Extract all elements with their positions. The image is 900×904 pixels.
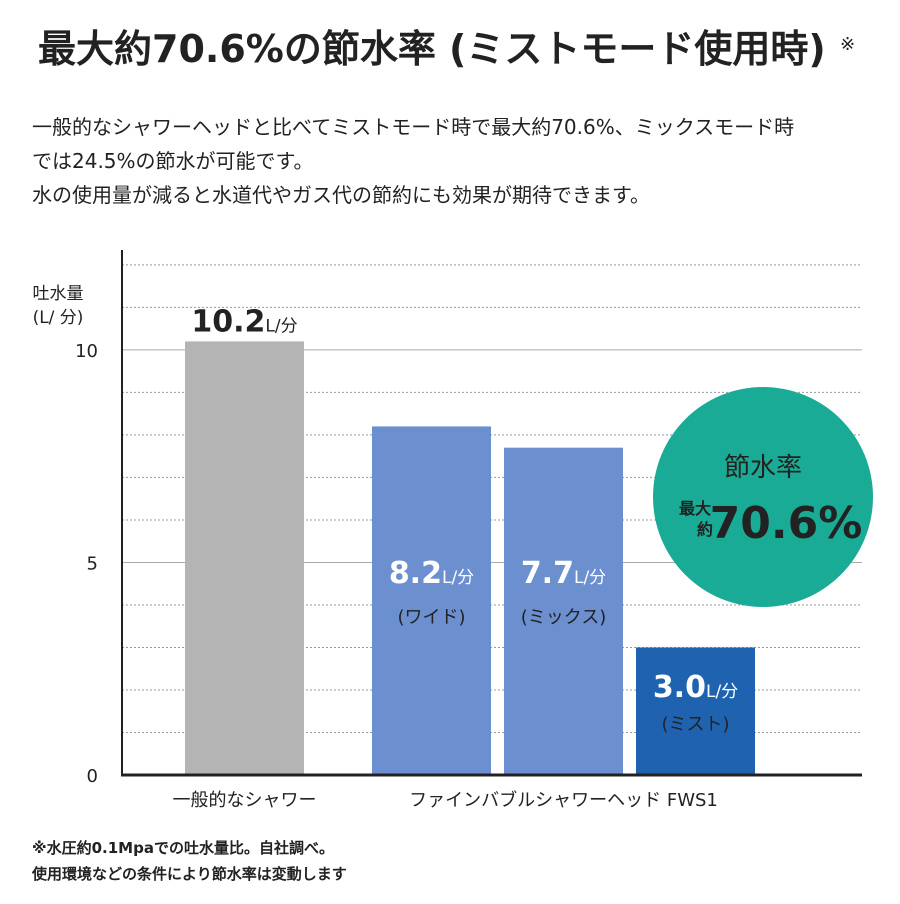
value-label: 8.2L/分	[389, 556, 474, 591]
sub-label: (ワイド)	[397, 607, 465, 628]
value-label: 7.7L/分	[521, 556, 606, 591]
value-number: 10.2	[191, 304, 265, 339]
bar	[504, 447, 623, 775]
description: では24.5%の節水が可能です。	[32, 149, 314, 173]
footnote: 使用環境などの条件により節水率は変動します	[31, 865, 347, 883]
badge-value: 70.6%	[710, 498, 863, 549]
x-tick-label: 一般的なシャワー	[173, 790, 317, 811]
value-number: 8.2	[389, 556, 442, 591]
y-tick-label: 10	[75, 341, 98, 362]
value-label: 10.2L/分	[191, 304, 297, 339]
y-tick-label: 5	[87, 553, 98, 574]
value-unit: L/分	[442, 568, 474, 588]
value-number: 3.0	[653, 670, 706, 705]
y-tick-label: 0	[87, 766, 98, 787]
value-label: 3.0L/分	[653, 670, 738, 705]
description: 水の使用量が減ると水道代やガス代の節約にも効果が期待できます。	[32, 183, 650, 207]
y-axis-label: (L/ 分)	[33, 308, 84, 328]
value-unit: L/分	[706, 682, 738, 702]
title-mark: ※	[840, 34, 855, 55]
badge-prefix: 最大	[679, 499, 711, 518]
chart-title: 最大約70.6%の節水率 (ミストモード使用時)	[38, 27, 826, 71]
footnote: ※水圧約0.1Mpaでの吐水量比。自社調べ。	[32, 839, 334, 857]
bar	[185, 341, 304, 775]
x-tick-label: ファインバブルシャワーヘッド FWS1	[409, 789, 718, 811]
value-unit: L/分	[265, 316, 297, 336]
sub-label: (ミスト)	[661, 714, 729, 735]
bar	[372, 426, 491, 775]
value-number: 7.7	[521, 556, 574, 591]
badge-title: 節水率	[724, 453, 802, 483]
badge	[653, 387, 873, 607]
description: 一般的なシャワーヘッドと比べてミストモード時で最大約70.6%、ミックスモード時	[32, 115, 794, 139]
y-axis-label: 吐水量	[33, 284, 84, 304]
sub-label: (ミックス)	[521, 607, 607, 628]
bar	[636, 647, 755, 775]
value-unit: L/分	[574, 568, 606, 588]
badge-prefix: 約	[697, 520, 713, 539]
